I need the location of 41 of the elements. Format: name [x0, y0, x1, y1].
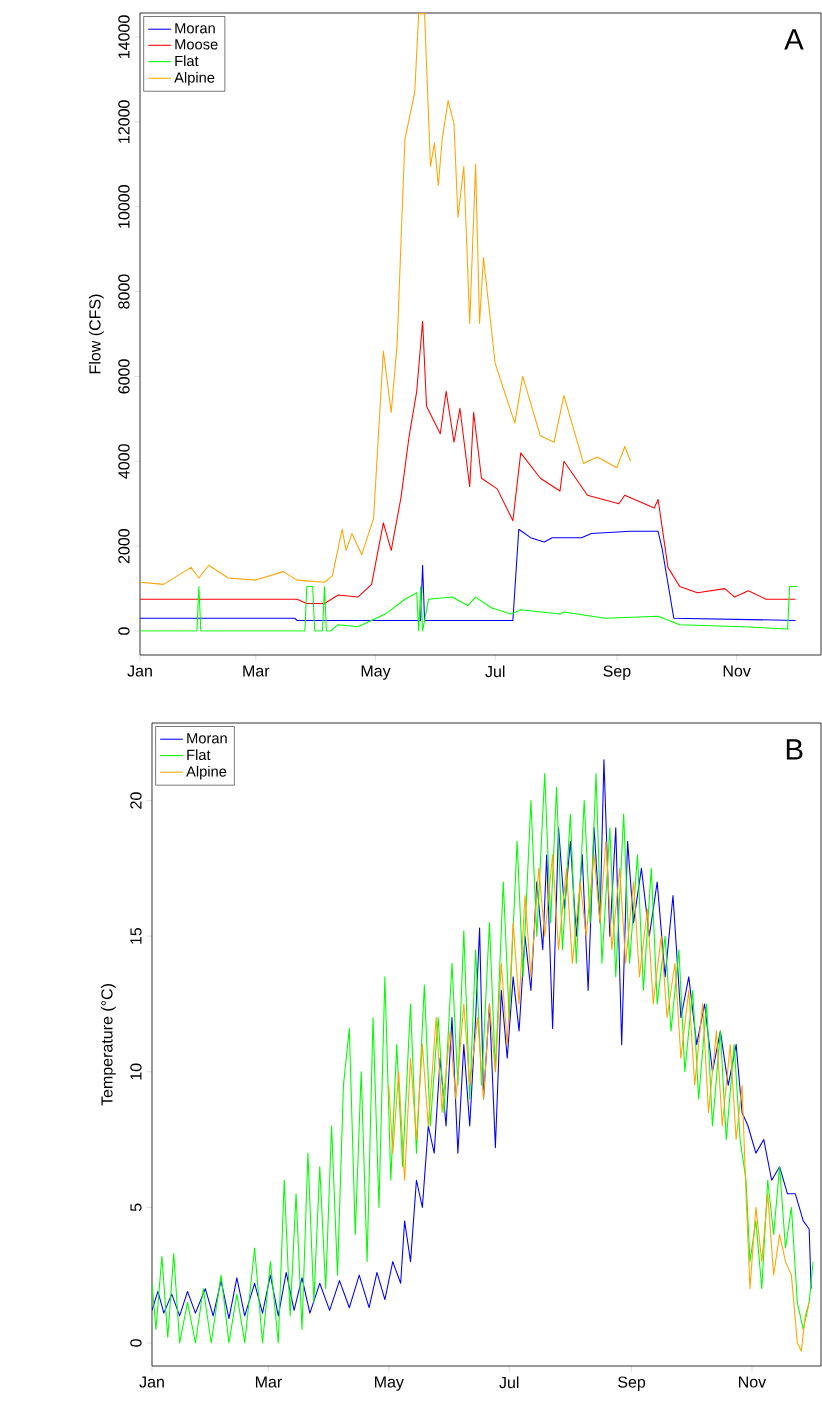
- annotation: A: [784, 29, 804, 50]
- line-series: [140, 320, 797, 604]
- x-tick-label: Nov: [739, 1376, 767, 1388]
- legend-label: Flat: [187, 749, 211, 761]
- y-axis-title: Flow (CFS): [88, 294, 104, 374]
- y-tick-label: 0: [130, 1339, 142, 1347]
- legend-label: Moran: [175, 23, 215, 34]
- x-tick-label: Mar: [255, 1376, 282, 1388]
- y-tick-label: 10: [130, 1063, 142, 1080]
- x-tick-label: Jan: [127, 665, 152, 677]
- x-tick-label: Jul: [485, 665, 505, 678]
- y-tick-label: 14000: [118, 15, 130, 59]
- y-tick-label: 15: [130, 927, 142, 944]
- y-tick-label: 12000: [118, 100, 130, 143]
- y-axis-title: Temperature (°C): [100, 984, 116, 1106]
- x-tick-label: Nov: [723, 665, 751, 677]
- x-tick-label: Mar: [243, 665, 270, 677]
- legend-label: Flat: [175, 55, 199, 67]
- x-tick-label: May: [361, 665, 391, 680]
- y-tick-label: 4000: [118, 444, 130, 479]
- x-tick-label: Jul: [499, 1376, 519, 1389]
- x-tick-label: Sep: [603, 665, 631, 680]
- y-tick-label: 20: [130, 792, 142, 809]
- line-series: [140, 528, 797, 621]
- annotation: B: [786, 739, 803, 760]
- legend-label: Alpine: [174, 71, 215, 86]
- line-series: [140, 13, 632, 585]
- line-series: [140, 585, 798, 632]
- line-series: [388, 840, 810, 1352]
- y-tick-label: 8000: [118, 274, 130, 309]
- legend-label: Moran: [187, 733, 227, 744]
- y-tick-label: 10000: [118, 185, 130, 228]
- legend-label: Moose: [175, 39, 218, 50]
- x-tick-label: Sep: [618, 1376, 646, 1391]
- y-tick-label: 6000: [118, 359, 130, 394]
- x-tick-label: Jan: [139, 1376, 164, 1388]
- x-tick-label: May: [375, 1376, 404, 1391]
- legend-label: Alpine: [186, 765, 227, 780]
- y-tick-label: 0: [118, 627, 130, 635]
- y-tick-label: 5: [130, 1203, 142, 1212]
- y-tick-label: 2000: [118, 528, 130, 564]
